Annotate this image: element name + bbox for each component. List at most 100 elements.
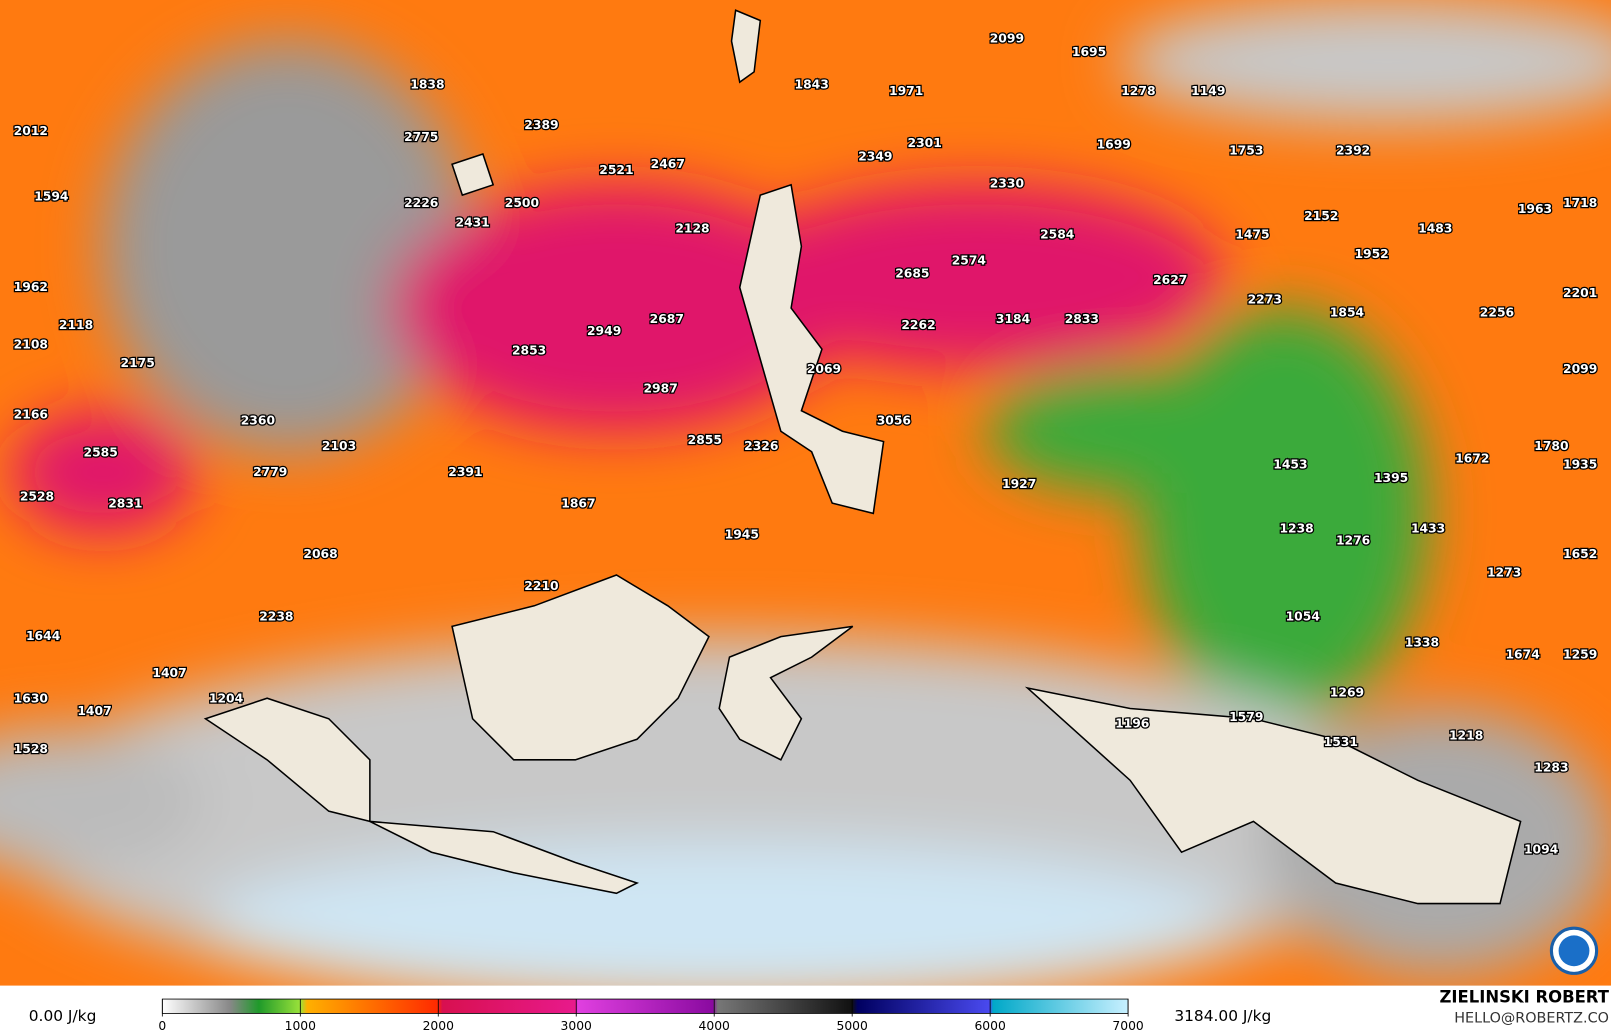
cape-label: 1238: [1279, 521, 1313, 535]
cape-label: 1273: [1487, 565, 1521, 579]
cape-label: 3056: [877, 413, 911, 427]
cape-label: 2175: [121, 356, 155, 370]
cape-label: 1395: [1374, 471, 1408, 485]
cape-label: 2389: [524, 118, 558, 132]
colorbar-tick-label: 0: [158, 1019, 166, 1033]
cape-label: 2099: [1563, 362, 1597, 376]
colorbar-ticks: 0 1000 2000 3000 4000 5000 6000 7000: [158, 999, 1144, 1033]
cape-label: 1204: [209, 692, 243, 706]
cape-label: 1594: [34, 190, 68, 204]
cape-label: 2685: [895, 267, 929, 281]
cape-label: 2238: [259, 610, 293, 624]
cape-label: 1475: [1235, 228, 1269, 242]
cape-label: 2627: [1153, 273, 1187, 287]
cape-label: 2431: [455, 215, 489, 229]
colorbar-tick-label: 2000: [423, 1019, 455, 1033]
cape-label: 1935: [1563, 458, 1597, 472]
cape-label: 1338: [1405, 635, 1439, 649]
cape-label: 2201: [1563, 286, 1597, 300]
cape-label: 1269: [1330, 686, 1364, 700]
cape-label: 2585: [84, 445, 118, 459]
cape-label: 1652: [1563, 547, 1597, 561]
cape-label: 1630: [14, 692, 48, 706]
colorbar-tick-label: 4000: [699, 1019, 731, 1033]
cape-label: 1963: [1518, 202, 1552, 216]
cape-label: 1054: [1286, 610, 1320, 624]
cape-label: 2349: [858, 150, 892, 164]
colorbar-tick-label: 1000: [285, 1019, 317, 1033]
cape-label: 1867: [561, 497, 595, 511]
cape-label: 2262: [901, 318, 935, 332]
cape-label: 1674: [1505, 648, 1539, 662]
cape-label: 1276: [1336, 534, 1370, 548]
credit-contact: HELLO@ROBERTZ.CO: [1454, 1011, 1609, 1027]
cape-label: 1971: [889, 84, 923, 98]
cape-label: 2166: [14, 407, 48, 421]
colorbar-tick-label: 3000: [561, 1019, 593, 1033]
cape-label: 2467: [651, 157, 685, 171]
cape-label: 2226: [404, 196, 438, 210]
colorbar-tick-label: 5000: [836, 1019, 868, 1033]
cape-label: 1407: [77, 704, 111, 718]
cape-label: 2987: [643, 382, 677, 396]
cape-label: 1433: [1411, 521, 1445, 535]
cape-label: 1753: [1229, 143, 1263, 157]
cape-label: 1962: [14, 280, 48, 294]
cape-label: 2099: [990, 32, 1024, 46]
colorbar: [161, 998, 1129, 1014]
cape-label: 2392: [1336, 143, 1370, 157]
cape-label: 2210: [524, 579, 558, 593]
cape-label: 1196: [1115, 716, 1149, 730]
cape-label: 2779: [253, 465, 287, 479]
cape-label: 1531: [1324, 735, 1358, 749]
cape-label: 2128: [675, 221, 709, 235]
cape-label: 1259: [1563, 648, 1597, 662]
cape-label: 1453: [1273, 458, 1307, 472]
cape-label: 2391: [448, 465, 482, 479]
cape-label: 2853: [512, 344, 546, 358]
cape-label: 2301: [908, 136, 942, 150]
cape-label: 2775: [404, 130, 438, 144]
cape-label: 3184: [996, 312, 1030, 326]
cape-label: 2012: [14, 124, 48, 138]
cape-label: 2118: [59, 318, 93, 332]
cape-label: 1695: [1072, 45, 1106, 59]
cape-label: 1718: [1563, 196, 1597, 210]
cape-label: 1528: [14, 742, 48, 756]
cape-label: 2326: [744, 439, 778, 453]
cape-label: 1094: [1524, 843, 1558, 857]
legend-min-label: 0.00 J/kg: [29, 1007, 97, 1025]
cape-label: 1579: [1229, 710, 1263, 724]
noaa-logo: [1549, 926, 1599, 975]
cape-label: 1483: [1418, 221, 1452, 235]
cape-label: 1843: [795, 78, 829, 92]
cape-label: 1644: [26, 629, 60, 643]
cape-label: 2108: [14, 338, 48, 352]
map-background: [0, 0, 1611, 1007]
cape-label: 2360: [241, 413, 275, 427]
cape-label: 1780: [1534, 439, 1568, 453]
cape-label: 2528: [20, 489, 54, 503]
cape-label: 2687: [650, 312, 684, 326]
credit-name: ZIELINSKI ROBERT: [1440, 988, 1610, 1007]
cape-label: 1699: [1097, 137, 1131, 151]
colorbar-tick-label: 7000: [1112, 1019, 1144, 1033]
cape-label: 2330: [990, 176, 1024, 190]
cape-label: 2069: [807, 362, 841, 376]
cape-label: 2068: [303, 547, 337, 561]
cape-label: 1838: [410, 78, 444, 92]
cape-label: 1149: [1191, 84, 1225, 98]
value-labels: 2099 1695 1838 1843 1971 1278 1149 2775 2389 2012…: [12, 30, 1598, 858]
cape-label: 1854: [1330, 306, 1364, 320]
cape-label: 2574: [952, 253, 986, 267]
cape-label: 1952: [1354, 247, 1388, 261]
cape-label: 2831: [108, 497, 142, 511]
legend: 0.00 J/kg 0 1000 2000 3000 4000 5000 6000 7000 …: [0, 985, 1611, 1035]
cape-label: 2103: [322, 439, 356, 453]
cape-label: 1672: [1455, 451, 1489, 465]
cape-label: 2273: [1248, 292, 1282, 306]
cape-label: 1945: [725, 527, 759, 541]
cape-label: 2521: [599, 163, 633, 177]
cape-label: 2833: [1065, 312, 1099, 326]
